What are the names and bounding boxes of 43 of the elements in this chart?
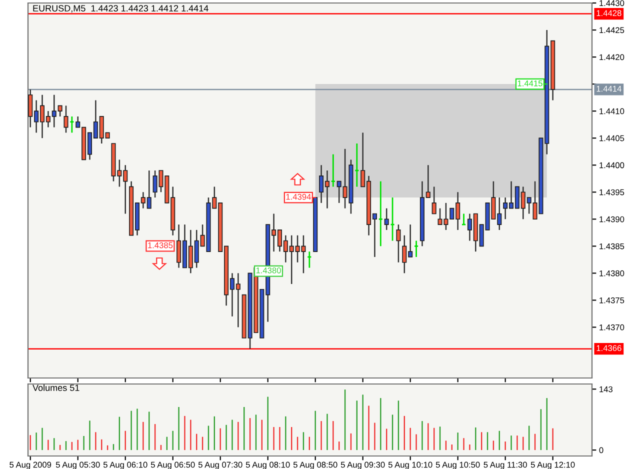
candlestick <box>69 116 74 134</box>
ref-line-label: 1.4428 <box>596 10 622 16</box>
y-tick-label: 1.4395 <box>600 189 624 196</box>
y-tick-label: 1.4425 <box>600 27 624 34</box>
x-tick-label: 5 Aug 10:10 <box>388 462 432 469</box>
candlestick <box>396 224 401 263</box>
candlestick <box>414 240 419 258</box>
chart-title: Volumes 51 <box>32 384 80 391</box>
x-tick-label: 5 Aug 09:30 <box>340 462 385 469</box>
annotation: 1.4394 <box>286 194 311 200</box>
candlestick <box>330 154 336 188</box>
y-tick-label: 1.4400 <box>600 162 624 168</box>
x-tick-label: 5 Aug 06:50 <box>150 462 195 469</box>
y-tick-label: 1.4420 <box>600 54 624 60</box>
y-tick-label: 1.4385 <box>600 243 624 250</box>
y-tick-label: 143 <box>600 386 612 392</box>
y-tick-label: 1.4370 <box>600 324 624 330</box>
y-tick-label: 1.4405 <box>600 135 624 142</box>
annotation: 1.4385 <box>148 242 173 248</box>
chart-title: EURUSD,M5 1.4423 1.4423 1.4412 1.4414 <box>33 5 208 13</box>
y-tick-label: 1.4430 <box>600 0 624 6</box>
x-tick-label: 5 Aug 08:10 <box>246 462 290 469</box>
annotation: 1.4415 <box>518 80 542 86</box>
candlestick <box>378 180 384 247</box>
x-tick-label: 5 Aug 05:30 <box>56 462 100 469</box>
x-tick-label: 5 Aug 2009 <box>10 462 52 469</box>
candlestick <box>384 208 389 231</box>
ref-line-label: 1.4366 <box>596 345 622 352</box>
y-tick-label: 0 <box>599 447 604 454</box>
x-tick-label: 5 Aug 07:30 <box>198 462 242 469</box>
x-tick-label: 5 Aug 08:50 <box>293 462 338 469</box>
x-tick-label: 5 Aug 12:10 <box>530 462 575 469</box>
x-tick-label: 5 Aug 10:50 <box>436 462 480 469</box>
x-tick-label: 5 Aug 06:10 <box>103 462 148 469</box>
y-tick-label: 1.4390 <box>600 216 624 222</box>
y-tick-label: 1.4410 <box>600 108 624 114</box>
x-tick-label: 5 Aug 11:30 <box>484 462 527 469</box>
candlestick <box>432 186 436 214</box>
candlestick <box>64 105 68 134</box>
y-tick-label: 1.4375 <box>600 297 624 304</box>
ref-line-label: 1.4414 <box>596 86 622 92</box>
y-tick-label: 1.4380 <box>600 270 624 276</box>
annotation: 1.4380 <box>256 267 281 274</box>
